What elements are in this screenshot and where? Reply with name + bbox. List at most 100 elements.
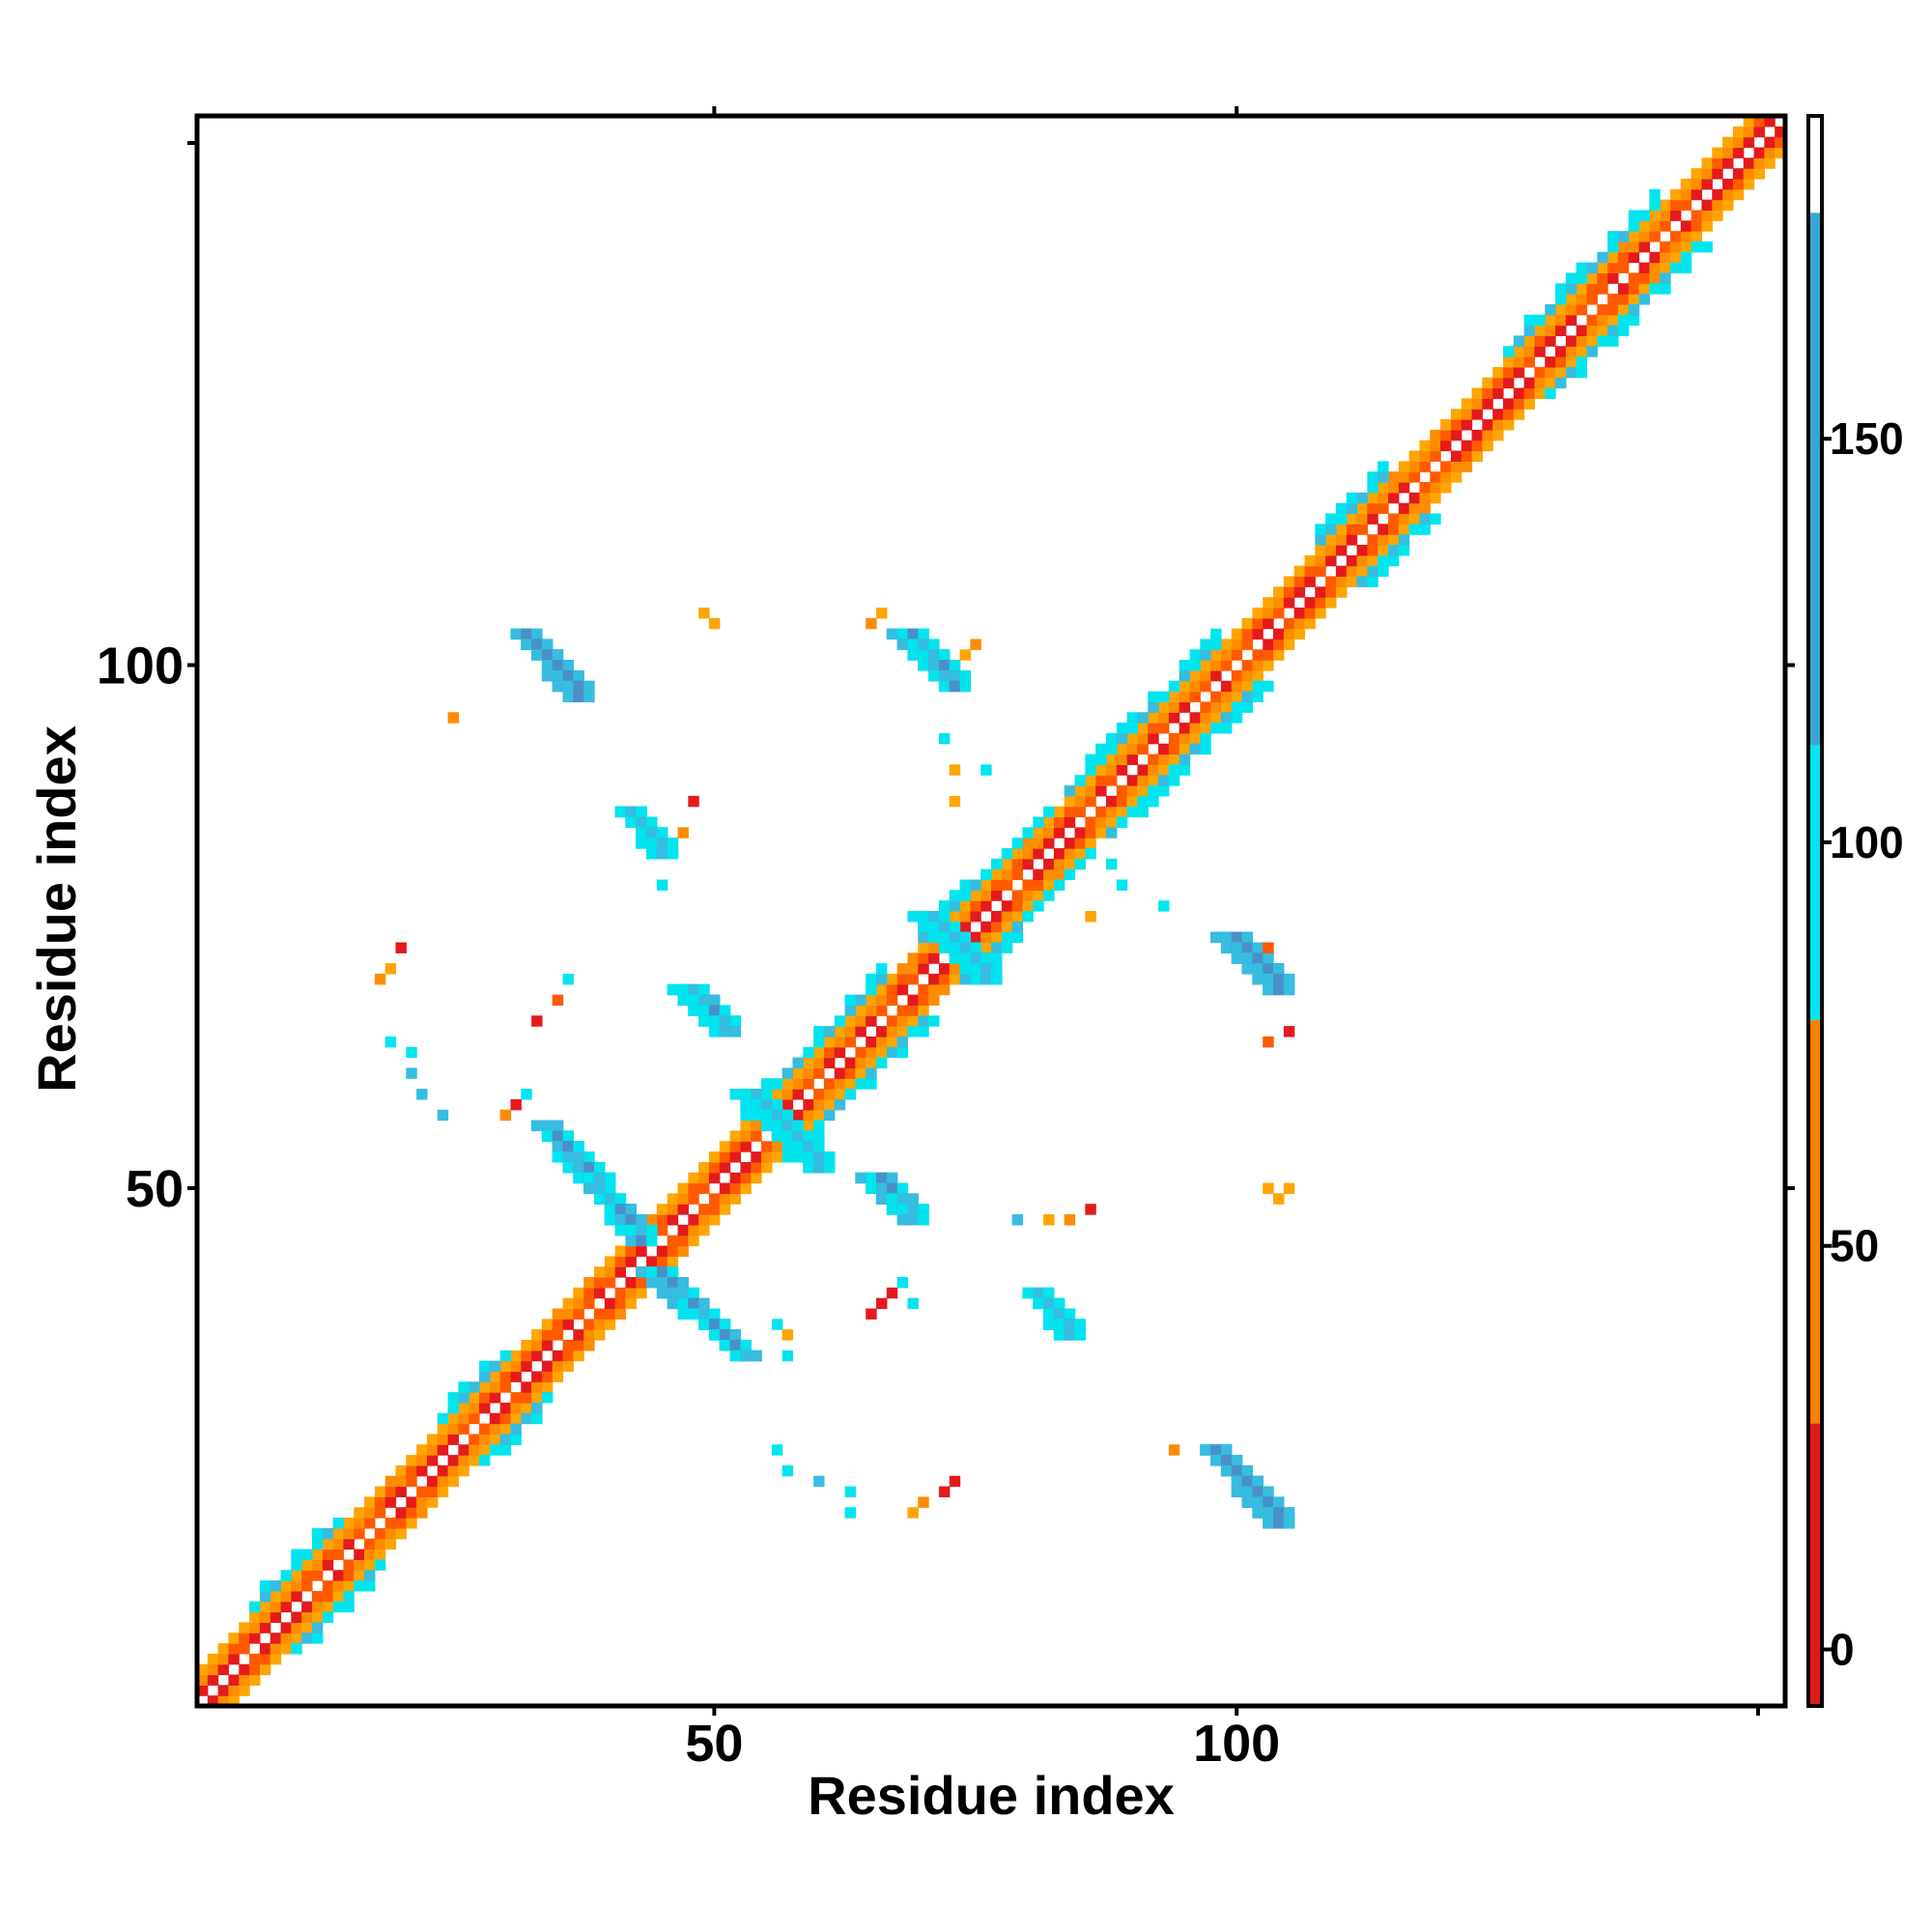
heatmap-cell <box>729 1329 742 1341</box>
heatmap-cell <box>1231 691 1243 703</box>
heatmap-cell <box>583 1297 595 1310</box>
heatmap-cell <box>1649 231 1661 242</box>
heatmap-cell <box>740 1141 752 1152</box>
heatmap-cell <box>1492 409 1504 420</box>
heatmap-cell <box>207 1674 219 1686</box>
heatmap-cell <box>1231 931 1243 944</box>
heatmap-cell <box>1168 732 1180 745</box>
heatmap-cell <box>771 1151 783 1163</box>
heatmap-cell <box>761 1151 773 1163</box>
heatmap-cell <box>1534 314 1546 327</box>
heatmap-cell <box>907 1507 919 1519</box>
heatmap-cell <box>771 1444 783 1456</box>
heatmap-cell <box>447 1392 459 1404</box>
heatmap-cell <box>938 911 951 923</box>
heatmap-cell <box>1743 157 1755 169</box>
heatmap-cell <box>729 1015 742 1027</box>
heatmap-cell <box>614 1224 627 1236</box>
heatmap-cell <box>1680 220 1692 232</box>
heatmap-cell <box>1231 680 1243 693</box>
heatmap-cell <box>1085 838 1096 849</box>
heatmap-cell <box>322 1538 334 1550</box>
heatmap-cell <box>751 1151 762 1163</box>
heatmap-cell <box>1419 440 1431 452</box>
heatmap-cell <box>1617 231 1630 242</box>
heatmap-cell <box>1252 1496 1264 1508</box>
heatmap-cell <box>1732 126 1745 138</box>
heatmap-cell <box>1095 775 1107 786</box>
heatmap-cell <box>1283 628 1295 640</box>
heatmap-cell <box>907 1005 919 1016</box>
heatmap-cell <box>1074 785 1086 797</box>
heatmap-cell <box>1617 283 1630 295</box>
heatmap-cell <box>1555 283 1567 295</box>
heatmap-cell <box>761 1120 773 1132</box>
heatmap-cell <box>1200 669 1211 682</box>
heatmap-cell <box>823 1026 836 1037</box>
heatmap-cell <box>1680 199 1692 212</box>
heatmap-cell <box>1492 419 1504 431</box>
heatmap-cell <box>1461 440 1473 452</box>
heatmap-cell <box>604 1204 616 1215</box>
heatmap-cell <box>907 963 919 975</box>
heatmap-cell <box>1419 524 1431 535</box>
heatmap-cell <box>332 1518 345 1529</box>
heatmap-cell <box>1367 576 1378 587</box>
heatmap-cell <box>1001 911 1013 923</box>
heatmap-cell <box>1419 492 1431 504</box>
heatmap-cell <box>1252 1486 1264 1498</box>
heatmap-cell <box>698 607 710 619</box>
heatmap-cell <box>1670 231 1682 242</box>
heatmap-cell <box>980 963 992 975</box>
heatmap-cell <box>1148 753 1159 765</box>
heatmap-cell <box>1325 524 1337 535</box>
heatmap-cell <box>1502 366 1515 379</box>
heatmap-cell <box>469 1434 480 1445</box>
heatmap-cell <box>876 1046 888 1059</box>
heatmap-cell <box>855 1005 867 1016</box>
heatmap-cell <box>1597 335 1608 347</box>
heatmap-cell <box>1263 1496 1274 1508</box>
heatmap-cell <box>1283 1518 1295 1529</box>
heatmap-cell <box>322 1611 334 1623</box>
heatmap-cell <box>1043 827 1055 838</box>
heatmap-cell <box>1712 168 1723 180</box>
heatmap-cell <box>1105 827 1118 838</box>
heatmap-cell <box>479 1392 491 1404</box>
heatmap-cell <box>1628 283 1640 295</box>
heatmap-cell <box>688 1193 699 1205</box>
heatmap-cell <box>1116 816 1128 828</box>
heatmap-cell <box>1576 366 1588 379</box>
heatmap-cell <box>1273 1518 1285 1529</box>
heatmap-cell <box>1158 785 1170 797</box>
heatmap-cell <box>959 942 971 953</box>
heatmap-cell <box>552 1151 564 1163</box>
heatmap-cell <box>677 1224 689 1236</box>
heatmap-cell <box>1283 983 1295 996</box>
heatmap-cell <box>1001 879 1013 891</box>
heatmap-cell <box>1461 450 1473 462</box>
heatmap-cell <box>384 963 397 975</box>
heatmap-cell <box>1241 639 1253 650</box>
heatmap-cell <box>364 1538 376 1550</box>
heatmap-cell <box>1315 534 1326 546</box>
heatmap-cell <box>228 1633 240 1644</box>
heatmap-cell <box>614 1256 627 1267</box>
heatmap-cell <box>280 1643 292 1655</box>
heatmap-cell <box>656 1245 668 1257</box>
heatmap-cell <box>1179 680 1191 693</box>
heatmap-cell <box>907 1214 919 1226</box>
heatmap-cell <box>844 1078 856 1090</box>
heatmap-cell <box>354 1507 365 1519</box>
heatmap-cell <box>531 1381 543 1393</box>
heatmap-cell <box>311 1559 324 1571</box>
heatmap-cell <box>395 1527 407 1540</box>
heatmap-cell <box>510 1423 522 1435</box>
heatmap-cell <box>970 931 981 944</box>
heatmap-cell <box>1200 743 1211 755</box>
heatmap-cell <box>1450 461 1463 472</box>
heatmap-cell <box>1555 303 1567 316</box>
heatmap-cell <box>1273 1496 1285 1508</box>
heatmap-cell <box>270 1643 282 1655</box>
heatmap-cell <box>1753 147 1765 158</box>
